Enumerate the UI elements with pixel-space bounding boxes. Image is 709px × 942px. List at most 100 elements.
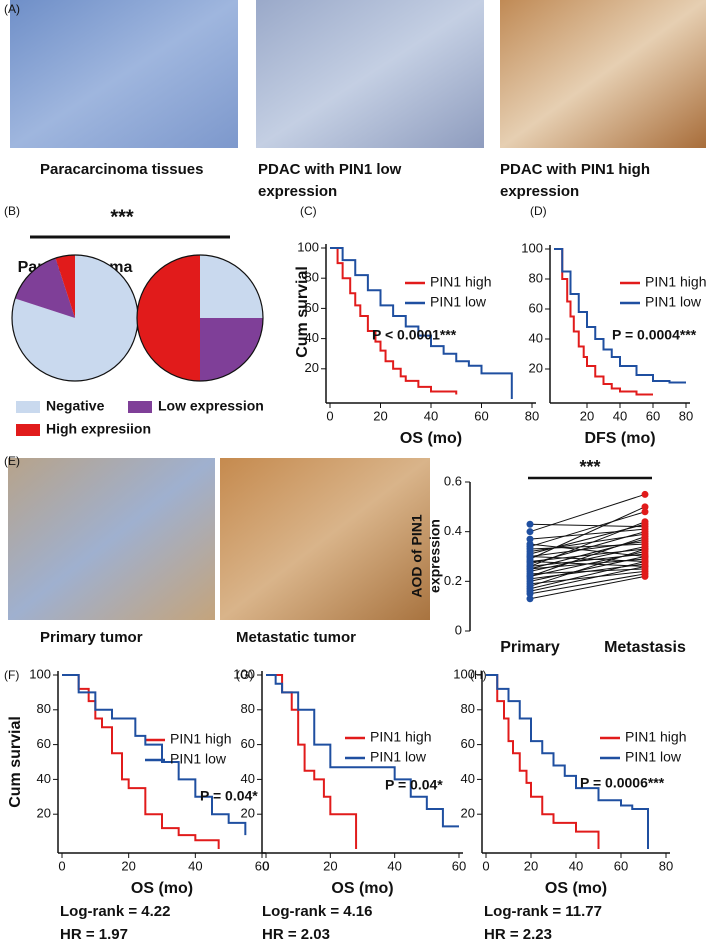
point <box>641 518 649 526</box>
pie-slice <box>55 255 75 318</box>
image-caption: Metastatic tumor <box>236 629 356 646</box>
x-tick-label: 20 <box>580 408 594 423</box>
survival-curve <box>62 674 247 836</box>
point <box>526 528 534 536</box>
y-tick-label: 40 <box>37 771 51 786</box>
pair-line <box>529 521 646 567</box>
point <box>641 503 649 511</box>
x-tick-label: 0 <box>58 858 65 873</box>
pair-line <box>529 556 646 582</box>
pair-line <box>529 511 646 548</box>
image-caption: expression <box>258 183 337 200</box>
y-tick-label: 100 <box>29 666 51 681</box>
x-axis-label: OS (mo) <box>400 430 462 447</box>
point <box>641 572 649 580</box>
legend-label: PIN1 low <box>370 749 427 765</box>
image-caption: Primary tumor <box>40 629 143 646</box>
x-axis-label: DFS (mo) <box>584 430 655 447</box>
point <box>641 528 649 536</box>
survival-curve <box>330 247 513 399</box>
legend-label: PIN1 low <box>645 294 702 310</box>
y-tick-label: 100 <box>297 239 319 254</box>
annotation: Log-rank = 4.22 <box>60 903 170 920</box>
x-tick-label: 80 <box>525 408 539 423</box>
legend-label: Low expression <box>158 398 264 414</box>
survival-curve <box>554 248 686 384</box>
pair-line <box>529 528 646 540</box>
y-tick-label: 60 <box>37 736 51 751</box>
legend-label: PIN1 high <box>370 729 431 745</box>
x-tick-label: 0 <box>262 858 269 873</box>
panel-label: (A) <box>4 2 20 16</box>
legend-label: PIN1 high <box>645 274 706 290</box>
y-tick-label: 40 <box>241 771 255 786</box>
pair-line <box>529 570 646 585</box>
y-tick-label: 100 <box>453 666 475 681</box>
pair-line <box>529 543 646 557</box>
x-tick-label: 40 <box>188 858 202 873</box>
point <box>526 520 534 528</box>
pie-slice <box>11 255 139 382</box>
image-caption: Paracarcinoma tissues <box>40 161 203 178</box>
y-axis-label: Cum survial <box>7 716 24 808</box>
photo <box>220 458 430 620</box>
panel-label: (G) <box>236 668 253 682</box>
point <box>641 545 649 553</box>
y-tick-label: 100 <box>521 240 543 255</box>
legend-label: Negative <box>46 398 105 414</box>
y-tick-label: 0 <box>455 622 462 637</box>
survival-curve <box>266 674 358 849</box>
point <box>526 535 534 543</box>
panel-label: (F) <box>4 668 19 682</box>
panel-label: (B) <box>4 204 20 218</box>
y-tick-label: 20 <box>241 806 255 821</box>
pair-line <box>529 493 646 533</box>
x-tick-label: 60 <box>614 858 628 873</box>
x-axis-label: OS (mo) <box>131 880 193 897</box>
legend-label: PIN1 low <box>430 294 487 310</box>
pie-slice <box>137 255 200 381</box>
x-tick-label: 60 <box>255 858 269 873</box>
point <box>641 490 649 498</box>
point <box>641 553 649 560</box>
point <box>641 508 649 516</box>
annotation: HR = 2.23 <box>484 926 552 942</box>
point <box>641 533 649 541</box>
y-tick-label: 20 <box>37 806 51 821</box>
panel-label: (D) <box>530 204 547 218</box>
y-tick-label: 80 <box>461 701 475 716</box>
y-tick-label: 40 <box>529 330 543 345</box>
pie-slice <box>200 318 263 381</box>
pair-line <box>529 538 646 570</box>
y-tick-label: 40 <box>305 330 319 345</box>
x-tick-label: Metastasis <box>604 639 686 656</box>
x-tick-label: 20 <box>373 408 387 423</box>
y-tick-label: 20 <box>305 360 319 375</box>
x-tick-label: 40 <box>387 858 401 873</box>
x-tick-label: 40 <box>424 408 438 423</box>
pair-line <box>529 546 646 572</box>
annotation: Log-rank = 4.16 <box>262 903 372 920</box>
pair-line <box>529 560 646 590</box>
point <box>526 590 534 598</box>
survival-curve <box>486 674 600 849</box>
pie-outline <box>136 254 264 382</box>
annotation: P = 0.0006*** <box>580 775 665 791</box>
annotation: Log-rank = 11.77 <box>484 903 602 920</box>
y-tick-label: 60 <box>461 736 475 751</box>
point <box>526 595 534 603</box>
y-tick-label: 100 <box>233 666 255 681</box>
x-tick-label: 60 <box>474 408 488 423</box>
x-axis-label: OS (mo) <box>545 880 607 897</box>
y-axis-label: AOD of PIN1 <box>409 514 425 597</box>
y-tick-label: 0.4 <box>444 523 462 538</box>
legend-label: High expresiion <box>46 421 151 437</box>
annotation: P = 0.04* <box>385 777 443 793</box>
point <box>641 557 649 565</box>
y-tick-label: 60 <box>529 300 543 315</box>
y-tick-label: 40 <box>461 771 475 786</box>
y-tick-label: 60 <box>241 736 255 751</box>
photo <box>500 0 706 148</box>
